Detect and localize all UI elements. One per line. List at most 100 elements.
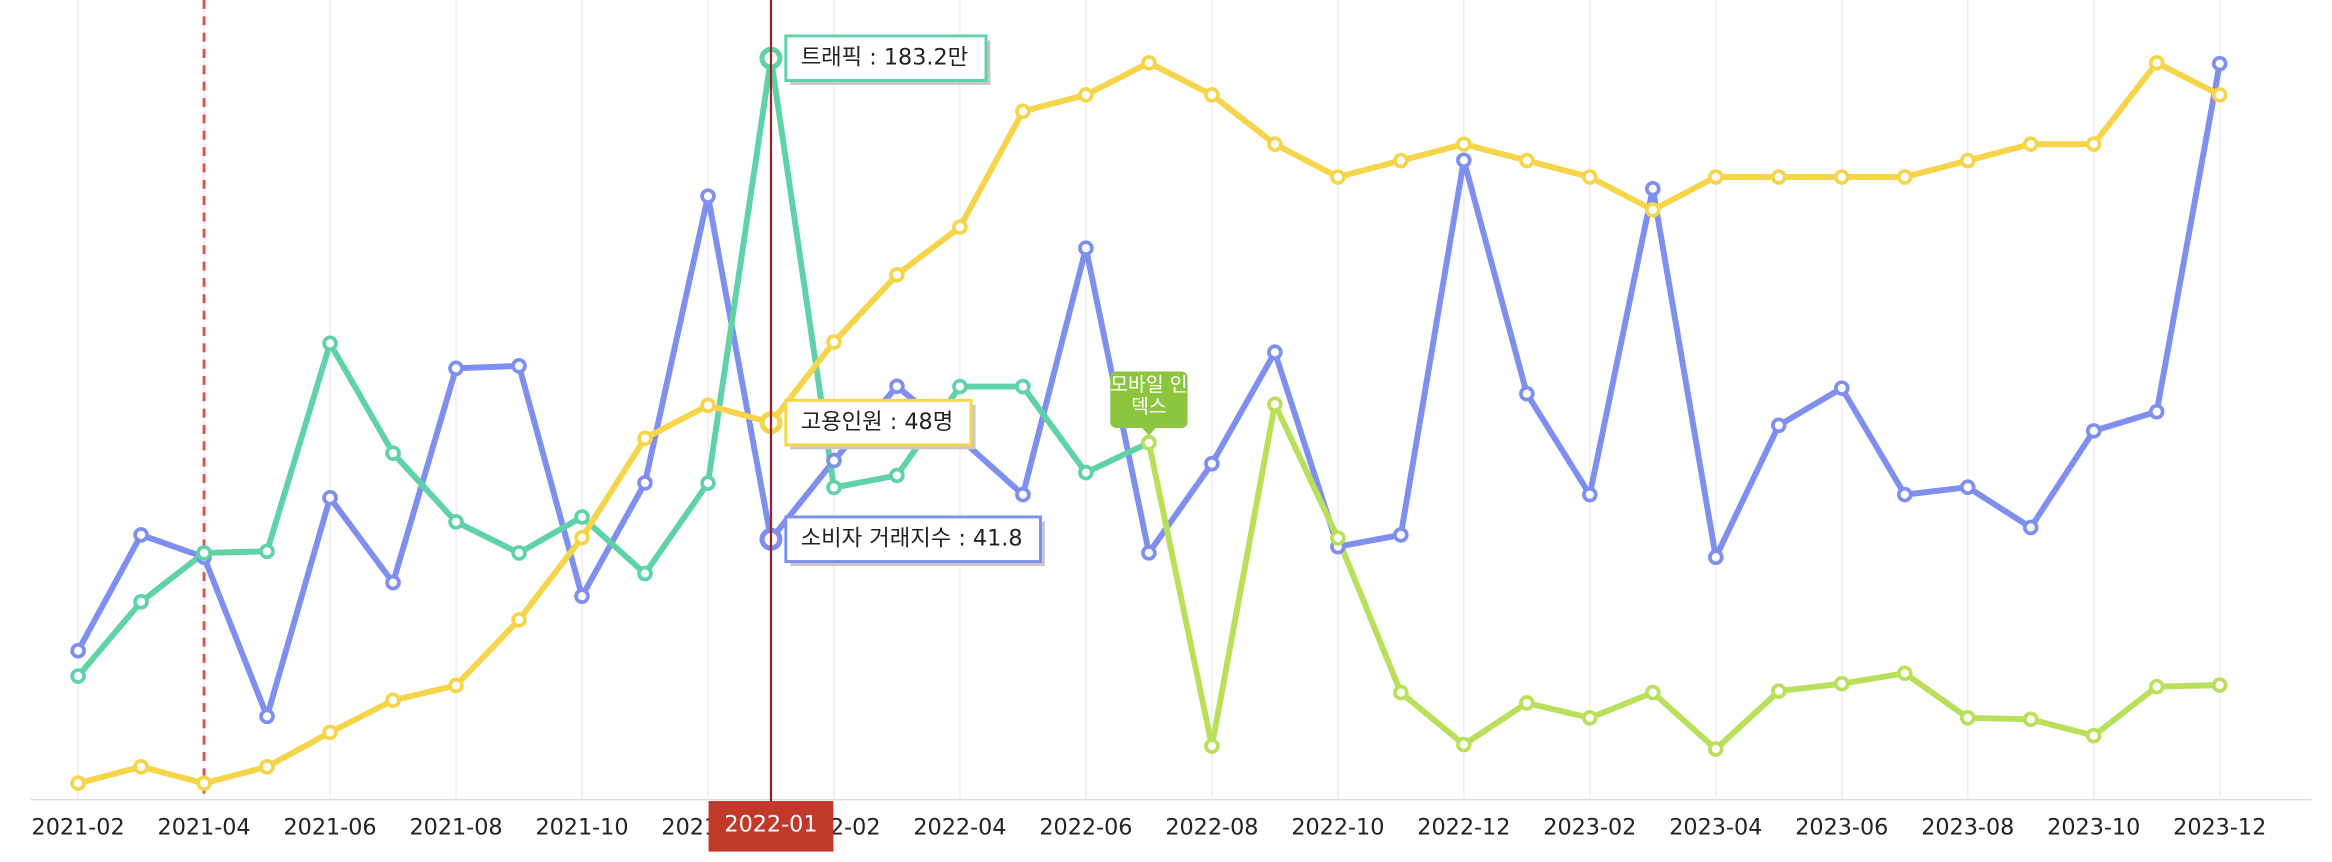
data-point [2211, 677, 2228, 693]
data-point [2085, 136, 2102, 152]
data-point [1393, 527, 1409, 543]
data-point [889, 467, 905, 484]
data-point [637, 475, 653, 491]
x-tick-label: 2022-06 [1039, 814, 1132, 840]
data-point [1078, 240, 1094, 256]
series-line [1145, 401, 2220, 753]
data-point [1015, 486, 1031, 503]
data-point [1141, 545, 1157, 561]
data-point [1267, 136, 1283, 152]
data-point [322, 489, 338, 506]
tooltip: 고용인원 : 48명 [784, 398, 976, 450]
x-tick-label: 2023-12 [2173, 814, 2266, 840]
data-point [1519, 695, 1535, 711]
x-tick-label: 2022-04 [913, 814, 1006, 840]
data-point [385, 445, 401, 461]
tooltip-text: 트래픽 : 183.2만 [801, 45, 968, 71]
data-point [1959, 479, 1976, 496]
data-point [952, 219, 968, 235]
data-point [2022, 519, 2039, 536]
x-tick-label: 2021-02 [32, 814, 125, 840]
series-line [75, 55, 1151, 679]
data-point [574, 588, 590, 605]
x-tick-label: 2021-04 [158, 814, 251, 840]
data-point [511, 611, 527, 628]
data-point [1708, 169, 1724, 185]
x-tick-label: 2021-06 [283, 814, 376, 840]
x-tick-label: 2023-08 [1921, 814, 2014, 840]
data-point [511, 545, 527, 561]
data-point [448, 514, 464, 530]
data-point [1896, 169, 1913, 185]
data-point [1582, 486, 1598, 503]
data-point [1141, 435, 1157, 451]
data-point [2148, 678, 2165, 695]
data-point [574, 529, 590, 546]
data-point [1078, 464, 1094, 481]
data-point [196, 775, 212, 792]
series-label-pointer [1141, 427, 1157, 436]
data-point [1770, 169, 1787, 185]
data-point [2211, 55, 2228, 72]
data-point [1582, 710, 1598, 726]
crosshair-label-box [708, 801, 834, 852]
data-point [70, 642, 86, 659]
data-point [385, 574, 401, 591]
series-label-bg [1110, 371, 1188, 429]
data-point [322, 335, 338, 352]
data-point [259, 543, 275, 560]
x-tick-label: 2023-04 [1669, 814, 1762, 840]
data-point [1833, 169, 1850, 185]
grid: 2021-02 2021-04 2021-06 2021-08 2021-10 2021-… [30, 0, 2312, 840]
series-label: 모바일 인덱스 [1110, 374, 1188, 420]
data-point [1267, 344, 1283, 361]
x-tick-label: 2022-12 [1417, 814, 1510, 840]
data-point [1330, 530, 1346, 546]
data-point [889, 266, 905, 283]
data-point [1204, 738, 1220, 754]
data-point [637, 565, 653, 582]
data-point [133, 527, 149, 543]
x-tick-label: 2021-08 [409, 814, 502, 840]
data-point [1645, 180, 1661, 197]
data-point [70, 775, 86, 792]
crosshair-label: 2022-01 [724, 811, 817, 837]
tooltip-box [784, 515, 1042, 564]
data-point [448, 677, 464, 694]
data-point [1519, 385, 1535, 402]
data-point [1330, 169, 1346, 185]
data-point [700, 475, 716, 491]
data-point [133, 759, 149, 775]
data-point [1833, 380, 1850, 396]
data-point [2085, 423, 2102, 439]
data-point [1959, 152, 1976, 169]
data-point [700, 188, 716, 204]
data-point [70, 668, 86, 684]
data-point [448, 360, 464, 377]
x-tick-label: 2022-10 [1291, 814, 1384, 840]
tooltip: 트래픽 : 183.2만 [784, 34, 991, 85]
data-point [952, 378, 968, 395]
data-point [1645, 202, 1661, 218]
data-point [133, 594, 149, 610]
data-point [2022, 136, 2039, 152]
data-point [259, 759, 275, 775]
data-point [1833, 675, 1850, 692]
data-point [1015, 103, 1031, 120]
data-point [385, 692, 401, 709]
data-point [1645, 684, 1661, 701]
x-tick-label: 2023-10 [2047, 814, 2140, 840]
data-point [826, 334, 842, 350]
data-point [826, 452, 842, 469]
data-point [1393, 152, 1409, 169]
x-tick-label: 2023-06 [1795, 814, 1888, 840]
data-point [1582, 169, 1598, 185]
data-point [1015, 378, 1031, 395]
tooltip-text: 고용인원 : 48명 [801, 409, 954, 435]
data-point [259, 708, 275, 725]
data-point [1896, 665, 1913, 682]
data-point [889, 378, 905, 395]
